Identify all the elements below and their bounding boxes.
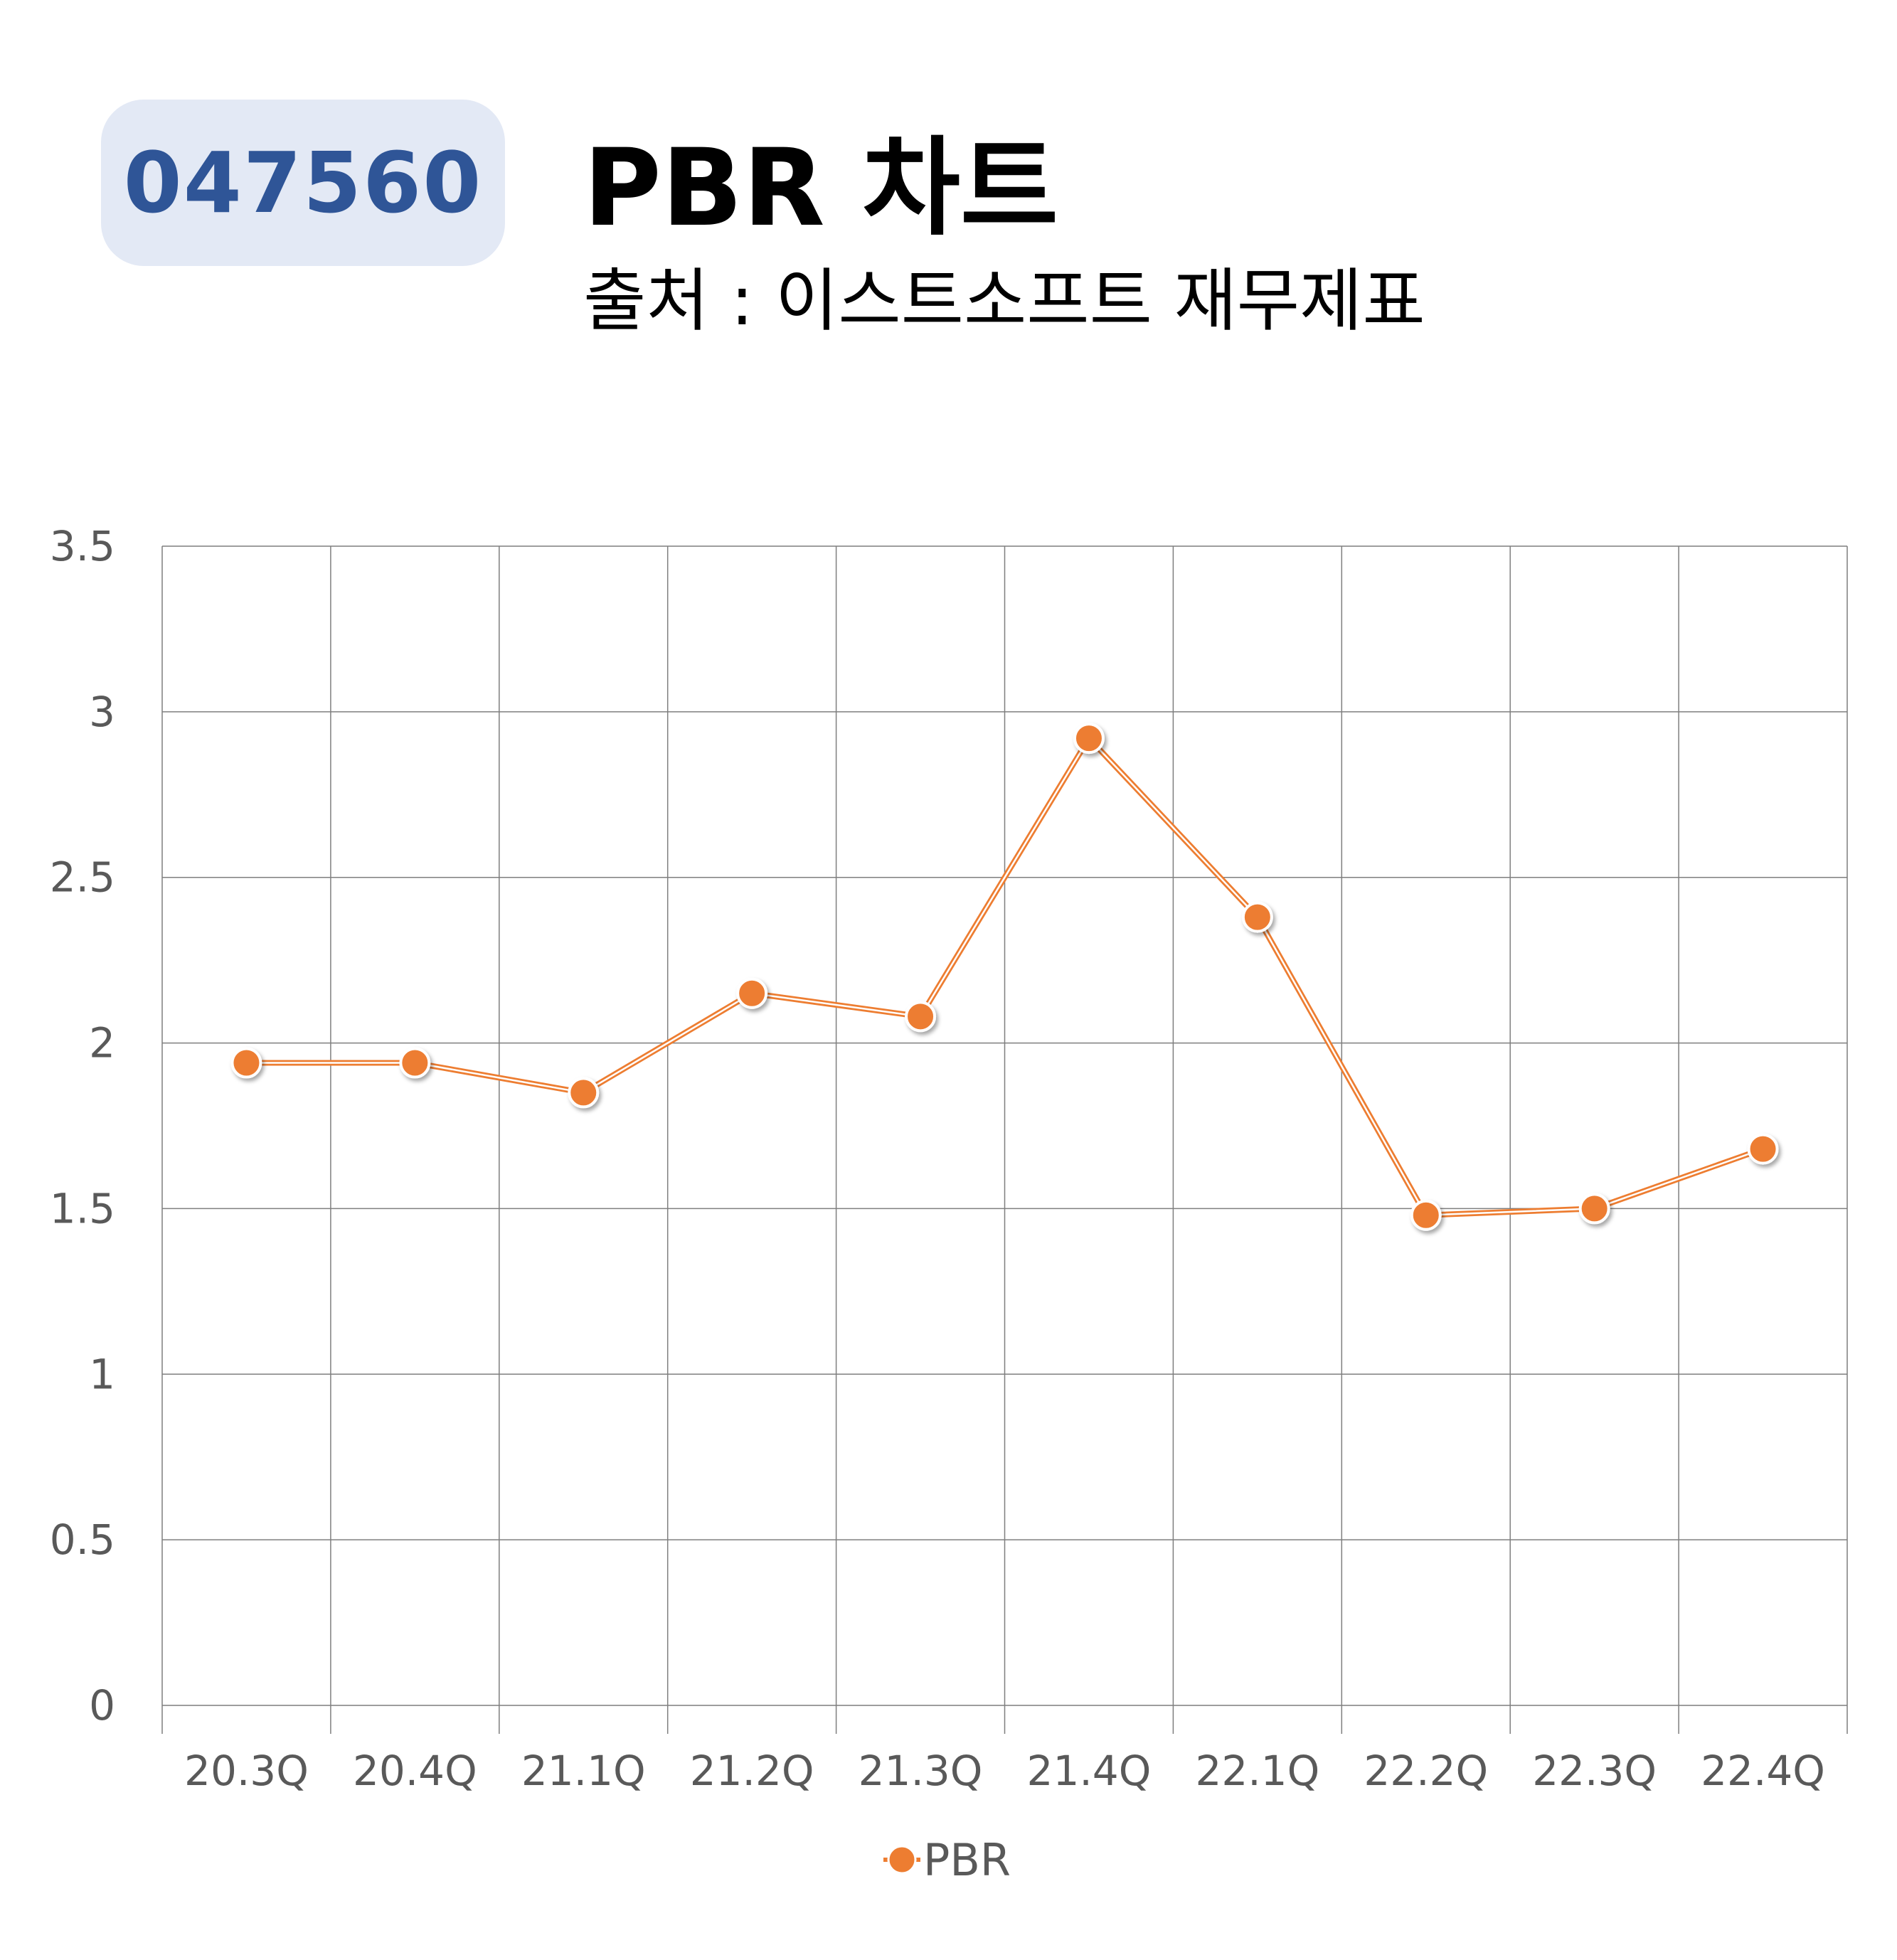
x-tick-label: 22.1Q [1195, 1747, 1319, 1795]
data-point-marker [1410, 1199, 1442, 1231]
y-tick-label: 1.5 [50, 1184, 115, 1232]
series-layer [230, 723, 1779, 1231]
y-tick-label: 2.5 [50, 853, 115, 902]
x-tick-label: 21.1Q [521, 1747, 646, 1795]
page-title: PBR 차트 [583, 127, 1058, 250]
grid-layer [161, 545, 1848, 1734]
y-tick-label: 2 [89, 1019, 115, 1067]
legend: PBR [883, 1834, 1011, 1886]
page-subtitle: 출처 : 이스트소프트 재무제표 [583, 261, 1425, 341]
y-tick-label: 0 [89, 1681, 115, 1730]
x-tick-label: 21.2Q [690, 1747, 814, 1795]
y-tick-label: 3.5 [50, 522, 115, 570]
ticker-badge: 047560 [101, 100, 505, 266]
data-point-marker [399, 1047, 431, 1079]
series-line [246, 737, 1763, 1216]
x-tick-label: 20.4Q [353, 1747, 477, 1795]
x-tick-label: 22.2Q [1364, 1747, 1488, 1795]
data-point-marker [1578, 1193, 1610, 1225]
y-tick-label: 1 [89, 1350, 115, 1398]
y-tick-label: 0.5 [50, 1516, 115, 1564]
x-tick-label: 22.4Q [1701, 1747, 1825, 1795]
y-axis-ticks: 0 0.5 1 1.5 2 2.5 3 3.5 [50, 522, 115, 1730]
data-point-marker [568, 1077, 600, 1109]
data-point-marker [1073, 723, 1105, 755]
legend-label: PBR [923, 1834, 1011, 1886]
data-point-marker [1241, 901, 1273, 933]
x-tick-label: 22.3Q [1532, 1747, 1657, 1795]
data-point-marker [736, 977, 768, 1009]
x-tick-label: 20.3Q [184, 1747, 309, 1795]
data-point-marker [230, 1047, 262, 1079]
data-point-marker [905, 1001, 937, 1033]
data-point-marker [1747, 1133, 1779, 1165]
y-tick-label: 3 [89, 688, 115, 736]
ticker-code: 047560 [123, 134, 483, 232]
legend-marker-swatch [887, 1845, 917, 1875]
x-tick-label: 21.3Q [859, 1747, 983, 1795]
x-tick-label: 21.4Q [1027, 1747, 1152, 1795]
x-axis-ticks: 20.3Q 20.4Q 21.1Q 21.2Q 21.3Q 21.4Q 22.1Q 22.2Q… [184, 1747, 1825, 1795]
